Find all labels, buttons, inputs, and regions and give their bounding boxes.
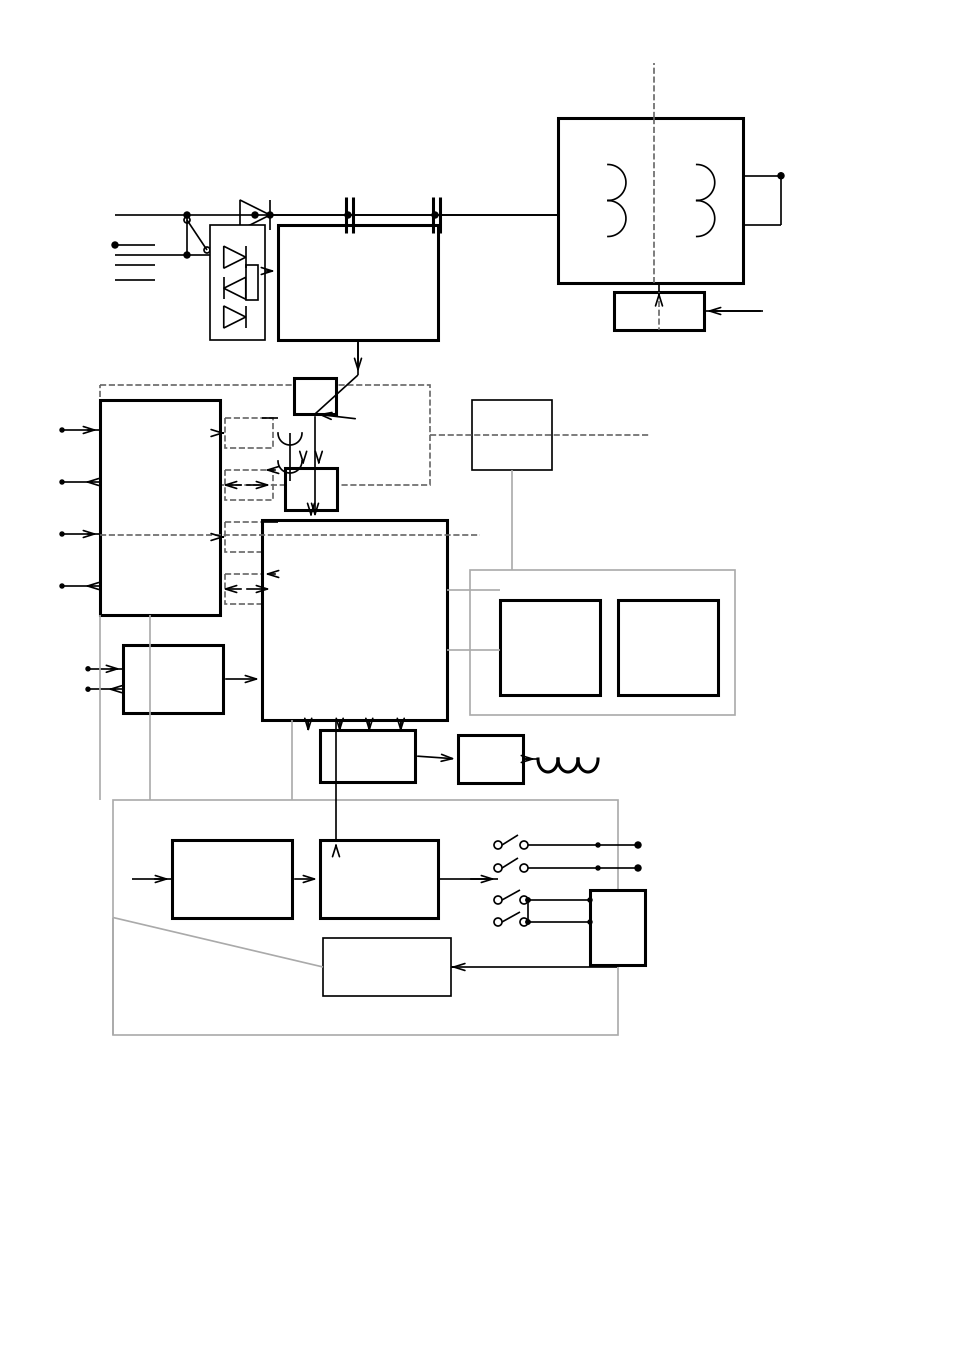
FancyBboxPatch shape: [262, 520, 447, 720]
Circle shape: [112, 242, 118, 248]
FancyBboxPatch shape: [319, 730, 415, 782]
Circle shape: [635, 842, 640, 848]
FancyBboxPatch shape: [589, 890, 644, 965]
Circle shape: [635, 865, 640, 871]
Circle shape: [587, 898, 592, 902]
Circle shape: [345, 212, 351, 217]
FancyBboxPatch shape: [319, 840, 437, 918]
Circle shape: [525, 898, 530, 902]
Circle shape: [86, 687, 90, 691]
Circle shape: [60, 585, 64, 589]
FancyBboxPatch shape: [614, 292, 703, 329]
FancyBboxPatch shape: [558, 117, 742, 284]
Circle shape: [596, 865, 599, 869]
Circle shape: [596, 842, 599, 846]
FancyBboxPatch shape: [294, 378, 335, 414]
FancyBboxPatch shape: [323, 938, 451, 996]
Circle shape: [60, 428, 64, 432]
Circle shape: [184, 212, 190, 217]
Circle shape: [60, 532, 64, 536]
Circle shape: [525, 919, 530, 923]
FancyBboxPatch shape: [123, 645, 223, 713]
FancyBboxPatch shape: [100, 400, 220, 616]
Circle shape: [60, 481, 64, 485]
FancyBboxPatch shape: [210, 225, 265, 340]
Circle shape: [778, 173, 783, 178]
Circle shape: [525, 898, 530, 902]
FancyBboxPatch shape: [499, 599, 599, 695]
Circle shape: [587, 919, 592, 923]
FancyBboxPatch shape: [457, 734, 522, 783]
Circle shape: [432, 212, 437, 217]
Circle shape: [184, 252, 190, 258]
Circle shape: [267, 212, 273, 217]
FancyBboxPatch shape: [285, 468, 336, 510]
FancyBboxPatch shape: [246, 265, 257, 300]
Circle shape: [525, 919, 530, 923]
FancyBboxPatch shape: [172, 840, 292, 918]
Circle shape: [86, 667, 90, 671]
Circle shape: [252, 212, 257, 217]
FancyBboxPatch shape: [277, 225, 437, 340]
FancyBboxPatch shape: [472, 400, 552, 470]
FancyBboxPatch shape: [618, 599, 718, 695]
